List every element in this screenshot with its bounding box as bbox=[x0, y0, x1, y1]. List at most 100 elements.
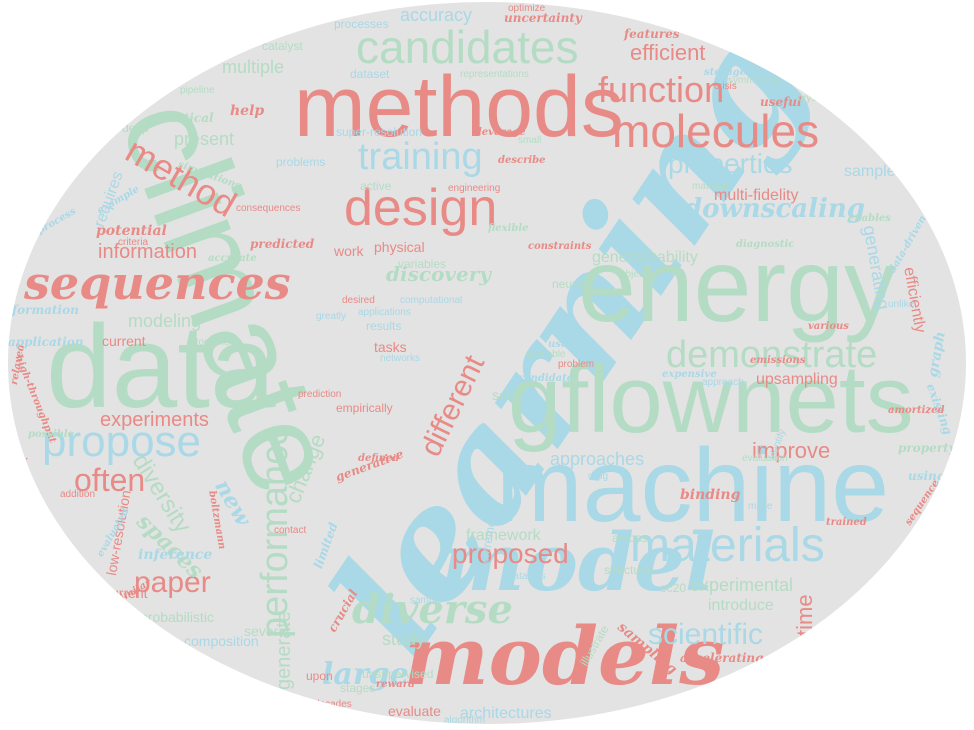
word-candidates: candidates bbox=[356, 21, 579, 73]
word-candidate: candidate bbox=[518, 373, 574, 384]
word-model: model bbox=[440, 515, 716, 609]
word-datasets: datasets bbox=[508, 571, 546, 582]
word-multi-fidelity: multi-fidelity bbox=[714, 187, 799, 204]
word-features: features bbox=[624, 27, 680, 41]
word-composition: composition bbox=[184, 633, 259, 649]
word-efficient: efficient bbox=[630, 40, 706, 65]
word-design: design bbox=[344, 179, 498, 237]
word-small: small bbox=[518, 135, 542, 146]
word-framework: framework bbox=[466, 527, 541, 544]
word-function: function bbox=[598, 69, 725, 110]
word-generalizability: generalizability bbox=[592, 249, 698, 266]
word-sequence: sequence bbox=[903, 478, 942, 528]
word-crystal: crystal bbox=[798, 93, 827, 104]
word-formation: formation bbox=[12, 303, 79, 317]
word-used: used bbox=[548, 339, 575, 350]
word-oc20: oc20 bbox=[660, 581, 687, 595]
word-architectures: architectures bbox=[460, 705, 552, 722]
word-decades: decades bbox=[314, 699, 352, 710]
word-super-resolution: super-resolution bbox=[336, 125, 423, 139]
word-predict: predict bbox=[842, 613, 873, 624]
word-unlike: unlike bbox=[888, 299, 915, 310]
word-altogether: altogether bbox=[188, 337, 233, 348]
word-useful: useful bbox=[760, 95, 802, 109]
word-material: material bbox=[692, 181, 728, 192]
word-probabilistic: probabilistic bbox=[140, 609, 214, 625]
word-prediction: prediction bbox=[298, 389, 342, 400]
word-upon: upon bbox=[306, 669, 333, 683]
word-crisis: crisis bbox=[714, 81, 737, 92]
word-sample: sample bbox=[410, 595, 443, 606]
word-reward: reward bbox=[376, 679, 415, 690]
word-information: information bbox=[98, 241, 197, 263]
word-modeling: modeling bbox=[128, 311, 202, 331]
word-current: current bbox=[104, 585, 148, 601]
word-algorithm: algorithm bbox=[444, 715, 486, 725]
word-desired: desired bbox=[342, 295, 375, 306]
word-unsupervised: unsupervised bbox=[362, 667, 434, 681]
word-diagnostic: diagnostic bbox=[736, 239, 795, 250]
word-several: several bbox=[244, 623, 290, 639]
word-addition: addition bbox=[60, 489, 96, 500]
word-often: often bbox=[74, 462, 146, 498]
word-results: results bbox=[366, 319, 402, 333]
word-symmetries: symmetries bbox=[728, 75, 780, 86]
word-scale: scale bbox=[868, 583, 892, 594]
word-demonstrate: demonstrate bbox=[666, 334, 878, 376]
word-defined: defined bbox=[358, 453, 400, 464]
word-accelerating: accelerating bbox=[680, 651, 764, 665]
word-large: large bbox=[322, 657, 409, 692]
word-approaches: approaches bbox=[550, 449, 645, 469]
word-current-2: current bbox=[102, 333, 146, 349]
word-scientific: scientific bbox=[648, 618, 764, 651]
word-evaluate: evaluate bbox=[388, 703, 441, 719]
word-consequences: consequences bbox=[236, 203, 301, 214]
word-experiments: experiments bbox=[100, 409, 209, 431]
word-active: active bbox=[360, 179, 392, 193]
word-leverage: leverage bbox=[478, 127, 526, 138]
word-present: present bbox=[174, 129, 235, 149]
word-predicted: predicted bbox=[250, 237, 315, 251]
word-samples: samples bbox=[844, 163, 904, 180]
word-models: models bbox=[404, 609, 725, 703]
word-process: process bbox=[35, 205, 78, 237]
word-applications: applications bbox=[358, 307, 411, 318]
word-across: across bbox=[612, 531, 648, 545]
word-networks: networks bbox=[380, 353, 421, 364]
word-contact: contact bbox=[274, 525, 307, 536]
word-pipeline: pipeline bbox=[180, 85, 215, 96]
word-deep: deep bbox=[122, 121, 149, 135]
word-data: data bbox=[46, 301, 276, 433]
word-experimental: experimental bbox=[690, 575, 794, 595]
word-help: help bbox=[230, 103, 265, 119]
word-graph: graph bbox=[925, 330, 949, 379]
word-propose: propose bbox=[42, 417, 202, 466]
word-distribution: distribution bbox=[750, 55, 809, 69]
word-representations: representations bbox=[460, 69, 529, 80]
word-approach: approach bbox=[702, 377, 744, 388]
word-application: application bbox=[8, 335, 84, 349]
word-paper: paper bbox=[134, 566, 211, 599]
word-variables: variables bbox=[398, 257, 447, 271]
word-available: available bbox=[526, 349, 566, 360]
word-amortized: amortized bbox=[888, 405, 945, 416]
word-study: study bbox=[382, 629, 426, 649]
word-set: set bbox=[492, 387, 511, 403]
word-downscaling: downscaling bbox=[684, 194, 865, 224]
word-describe: describe bbox=[498, 155, 546, 166]
word-inference: inference bbox=[138, 547, 213, 563]
word-time: time bbox=[792, 594, 817, 636]
word-engineering: engineering bbox=[448, 183, 501, 194]
word-stages: stages bbox=[340, 681, 376, 695]
word-trained: trained bbox=[826, 517, 867, 528]
word-catalyst: catalyst bbox=[262, 39, 303, 53]
word-accurate: accurate bbox=[208, 253, 257, 264]
word-accuracy: accuracy bbox=[400, 5, 473, 25]
word-proposed: proposed bbox=[452, 538, 569, 569]
word-physical: physical bbox=[374, 239, 425, 255]
word-problems: problems bbox=[276, 155, 326, 169]
word-diverse: diverse bbox=[352, 586, 513, 633]
word-greatly: greatly bbox=[316, 311, 347, 322]
word-expensive: expensive bbox=[662, 369, 717, 380]
word-evaluation: evaluation bbox=[742, 453, 788, 464]
